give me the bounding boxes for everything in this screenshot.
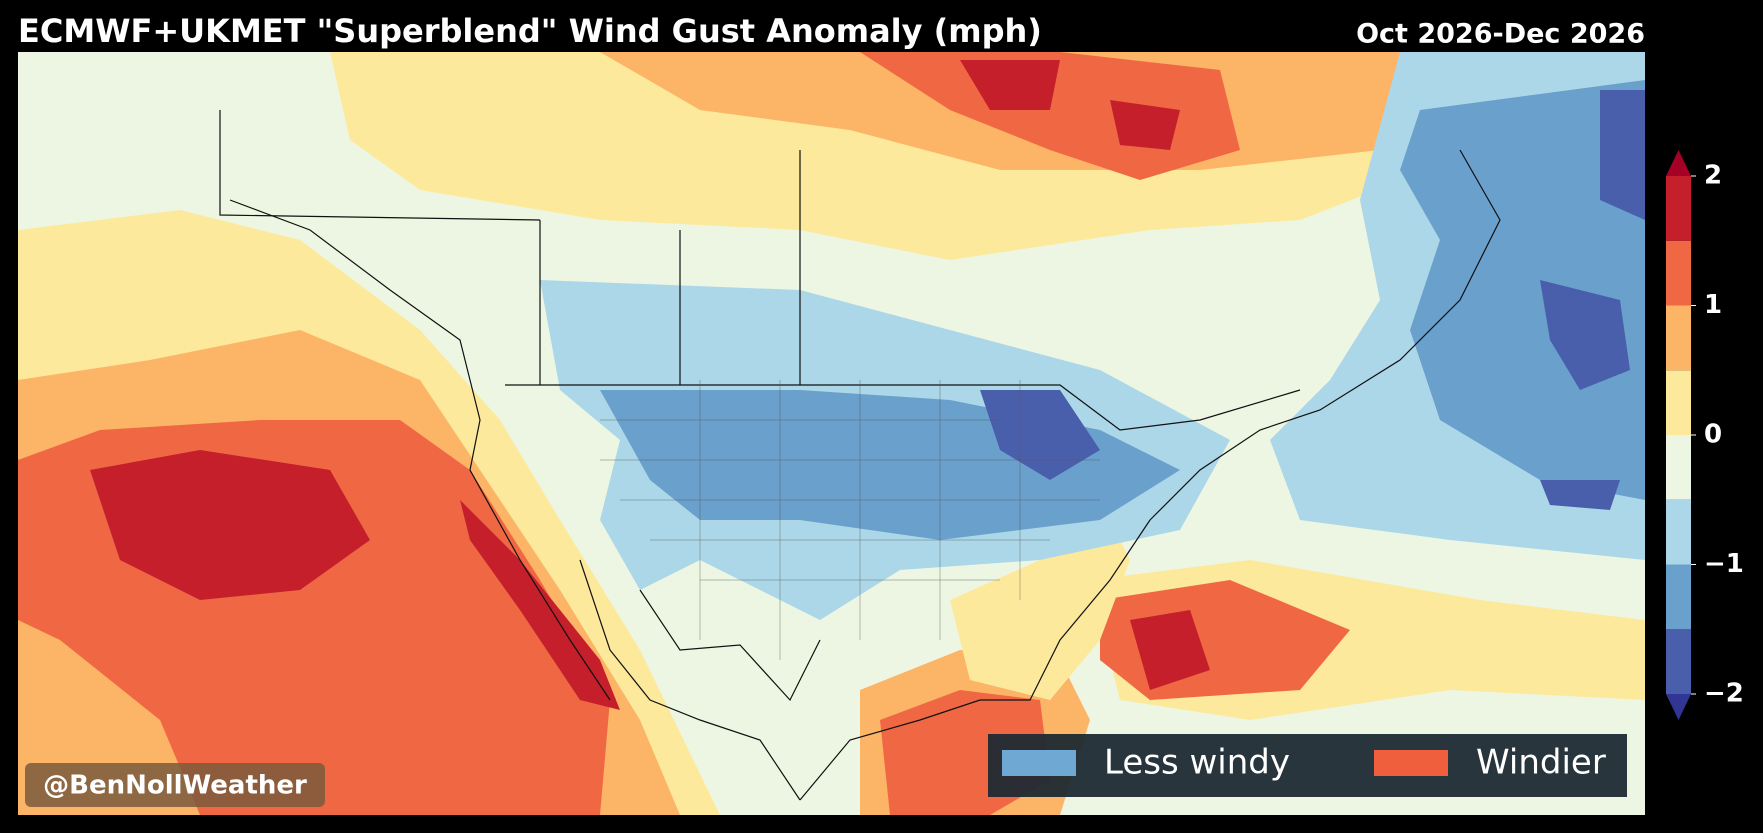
- colorbar-bin: [1666, 176, 1691, 241]
- legend: Less windy Windier: [1002, 743, 1606, 783]
- legend-box: [988, 734, 1627, 797]
- title: ECMWF+UKMET "Superblend" Wind Gust Anoma…: [18, 12, 1042, 50]
- date-range: Oct 2026-Dec 2026: [1356, 19, 1645, 50]
- anomaly-area: [980, 390, 1100, 480]
- colorbar-bin: [1666, 305, 1691, 371]
- map: [18, 52, 1645, 815]
- legend-swatch: [1374, 750, 1448, 776]
- colorbar-tick-label: 2: [1704, 161, 1722, 191]
- colorbar-tick-label: −2: [1704, 679, 1744, 709]
- legend-swatch: [1002, 750, 1076, 776]
- colorbar-bin: [1666, 564, 1691, 630]
- colorbar-tick-label: 0: [1704, 420, 1722, 450]
- colorbar: 2 1 0 −1 −2: [1666, 150, 1744, 720]
- colorbar-tick-label: −1: [1704, 549, 1744, 579]
- colorbar-extend-max: [1666, 150, 1691, 176]
- legend-label: Windier: [1476, 743, 1606, 783]
- colorbar-tick-label: 1: [1704, 290, 1722, 320]
- colorbar-extend-min: [1666, 694, 1691, 720]
- colorbar-bin: [1666, 435, 1691, 500]
- anomaly-area: [1130, 610, 1210, 690]
- colorbar-bin: [1666, 499, 1691, 565]
- colorbar-bin: [1666, 370, 1691, 435]
- colorbar-bin: [1666, 629, 1691, 694]
- coastline: [229, 149, 1501, 801]
- anomaly-area: [960, 60, 1180, 150]
- legend-label: Less windy: [1104, 743, 1290, 783]
- watermark: @BenNollWeather: [43, 771, 307, 801]
- anomaly-area: [1400, 80, 1645, 500]
- anomaly-area: [90, 450, 620, 710]
- anomaly-area: [1540, 90, 1645, 510]
- county-line: [600, 380, 1100, 660]
- colorbar-bin: [1666, 240, 1691, 306]
- border: [219, 110, 1301, 702]
- anomaly-area: [860, 52, 1240, 180]
- watermark-box: [25, 763, 325, 807]
